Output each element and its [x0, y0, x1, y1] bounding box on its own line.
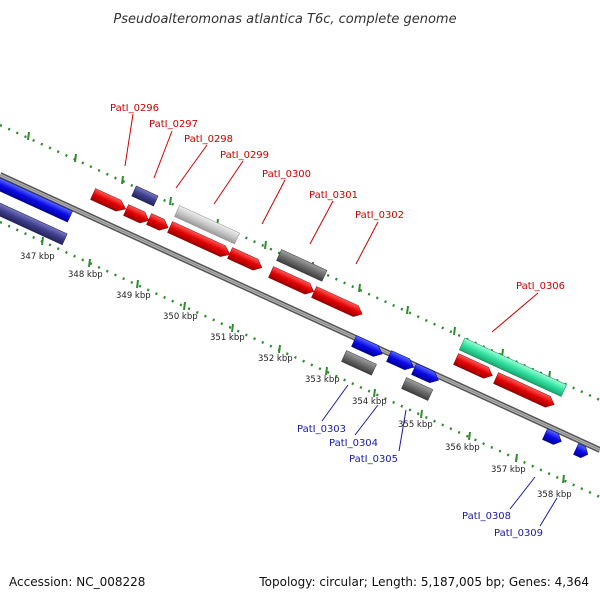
- gene-label: PatI_0306: [516, 281, 565, 292]
- gene-label: PatI_0308: [462, 511, 511, 522]
- gene-red-0297: [123, 204, 150, 224]
- gene-label: PatI_0304: [329, 438, 378, 449]
- ruler-label: 353 kbp: [305, 375, 340, 385]
- ruler-label: 357 kbp: [491, 465, 526, 475]
- gene-navy-0296: [131, 185, 159, 207]
- bottom-label-leaders: [321, 384, 558, 527]
- gene-label: PatI_0302: [355, 210, 404, 221]
- accession-text: Accession: NC_008228: [9, 575, 145, 589]
- bottom-scale-ticks: [41, 236, 565, 484]
- gene-red-0306b: [493, 372, 555, 408]
- gene-red-0299: [167, 221, 231, 257]
- ruler-label: 350 kbp: [163, 312, 198, 322]
- gene-label: PatI_0305: [349, 454, 398, 465]
- gene-blue-0309: [573, 443, 589, 459]
- gene-red-0301: [268, 266, 315, 295]
- gene-label: PatI_0301: [309, 190, 358, 201]
- ruler-label: 347 kbp: [20, 252, 55, 262]
- gene-red-0297b: [146, 213, 169, 231]
- ruler-label: 356 kbp: [445, 443, 480, 453]
- gene-label: PatI_0298: [184, 134, 233, 145]
- ruler-label: 351 kbp: [210, 333, 245, 343]
- ruler-label: 355 kbp: [398, 420, 433, 430]
- gene-blue-0304: [386, 350, 414, 371]
- gene-blue-1: [0, 174, 73, 223]
- gene-teal-0306: [458, 337, 567, 397]
- ruler-label: 354 kbp: [352, 397, 387, 407]
- gene-red-0302: [311, 286, 363, 317]
- gene-label: PatI_0296: [110, 103, 159, 114]
- gene-label: PatI_0299: [220, 150, 269, 161]
- gene-blue-0305: [411, 363, 439, 384]
- gene-blue-0303: [351, 335, 383, 357]
- ruler-label: 349 kbp: [116, 291, 151, 301]
- bottom-dotted-scale: [0, 220, 600, 499]
- gene-label: PatI_0303: [297, 424, 346, 435]
- map-title: Pseudoalteromonas atlantica T6c, complet…: [113, 12, 456, 27]
- ruler-label: 358 kbp: [537, 490, 572, 500]
- top-gene-labels: PatI_0296 PatI_0297 PatI_0298 PatI_0299 …: [110, 103, 565, 292]
- gene-label: PatI_0309: [494, 528, 543, 539]
- gene-label: PatI_0300: [262, 169, 311, 180]
- gene-label: PatI_0297: [149, 119, 198, 130]
- bottom-gene-labels: PatI_0303 PatI_0304 PatI_0305 PatI_0308 …: [297, 424, 543, 539]
- top-label-leaders: [124, 113, 539, 333]
- gene-red-0306a: [453, 353, 493, 379]
- ruler-label: 352 kbp: [258, 354, 293, 364]
- gene-grey-0300: [276, 249, 328, 282]
- gene-red-0296: [90, 188, 127, 212]
- gene-lightgrey-0298: [174, 205, 240, 245]
- gene-grey-0305: [401, 377, 434, 401]
- gene-red-0299b: [227, 247, 263, 271]
- gene-grey-0303: [341, 350, 377, 376]
- gene-blue-0308: [542, 428, 562, 445]
- gene-navy-lower: [0, 200, 68, 246]
- ruler-label: 348 kbp: [68, 270, 103, 280]
- topology-text: Topology: circular; Length: 5,187,005 bp…: [258, 575, 589, 589]
- genome-backbone: [0, 172, 600, 453]
- ruler-labels: 347 kbp 348 kbp 349 kbp 350 kbp 351 kbp …: [20, 252, 572, 500]
